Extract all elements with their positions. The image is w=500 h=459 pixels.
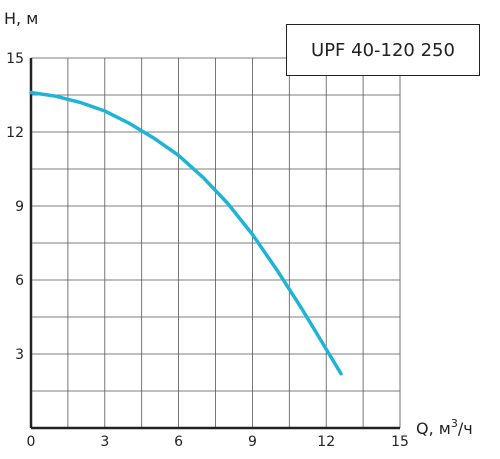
model-name-box: UPF 40-120 250 <box>286 24 480 76</box>
y-tick-label: 15 <box>6 51 24 67</box>
x-axis-label-suffix: /ч <box>458 419 473 438</box>
axes <box>29 58 400 430</box>
x-axis-label: Q, м3/ч <box>416 417 473 438</box>
series-line-pump-curve <box>29 90 343 376</box>
grid <box>31 57 401 428</box>
y-tick-label: 3 <box>15 347 24 363</box>
tick-labels: 0 3 6 9 12 15 3 6 9 12 15 <box>6 51 409 450</box>
x-tick-label: 12 <box>317 434 335 450</box>
x-tick-label: 6 <box>174 434 183 450</box>
x-tick-label: 9 <box>248 434 257 450</box>
y-tick-label: 9 <box>15 199 24 215</box>
x-tick-label: 3 <box>100 434 109 450</box>
x-tick-label: 0 <box>27 434 36 450</box>
y-tick-label: 6 <box>15 273 24 289</box>
y-tick-label: 12 <box>6 125 24 141</box>
y-axis-label: H, м <box>4 9 38 28</box>
x-axis-label-sup: 3 <box>451 417 458 430</box>
x-tick-label: 15 <box>391 434 409 450</box>
x-axis-label-prefix: Q, м <box>416 419 451 438</box>
chart-title: UPF 40-120 250 <box>311 39 455 61</box>
